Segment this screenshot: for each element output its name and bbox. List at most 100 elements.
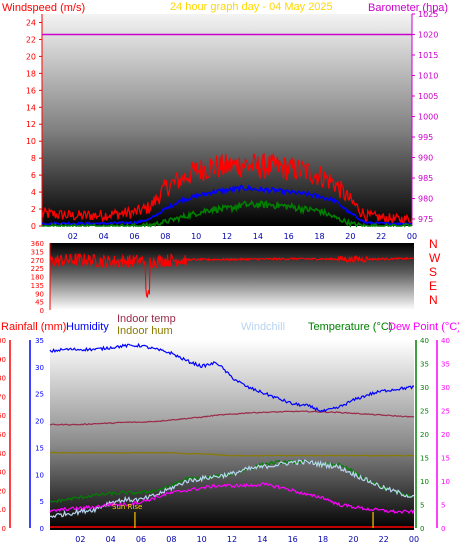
direction-letter-e: E xyxy=(429,279,437,293)
direction-letter-s: S xyxy=(429,265,437,279)
temp-x-tick-label: 10 xyxy=(197,535,207,544)
temp-x-tick-label: 02 xyxy=(75,535,85,544)
sunrise-label: Sun Rise xyxy=(112,503,142,511)
rainfall-label: Rainfall (mm) xyxy=(1,321,66,333)
wind-right-tick-label: 1010 xyxy=(418,72,438,81)
temp-x-tick-label: 18 xyxy=(318,535,328,544)
temperature-chart-layer: 0102030405060708090100051015202530350510… xyxy=(0,337,450,544)
barometer-label: Barometer (hpa) xyxy=(368,2,448,14)
wind-x-tick-label: 10 xyxy=(191,232,201,241)
dew-tick-label: 30 xyxy=(441,384,450,392)
wind-right-tick-label: 980 xyxy=(418,195,433,204)
wind_low-line xyxy=(41,199,413,228)
humidity-tick-label: 10 xyxy=(35,471,44,479)
temp-tick-label: 0 xyxy=(420,525,424,533)
temp-x-tick-label: 14 xyxy=(257,535,267,544)
humidity-line xyxy=(49,342,414,413)
indoor-temp-label: Indoor temp xyxy=(117,313,176,325)
direction-tick-label: 0 xyxy=(40,307,44,315)
temp-tick-label: 25 xyxy=(420,408,429,416)
temp-tick-label: 10 xyxy=(420,478,429,486)
wind-x-tick-label: 16 xyxy=(284,232,294,241)
direction-line xyxy=(49,252,415,299)
direction-tick-label: 315 xyxy=(31,248,44,256)
windspeed-label: Windspeed (m/s) xyxy=(2,2,85,14)
wind-left-tick-label: 24 xyxy=(26,18,36,27)
wind-x-tick-label: 08 xyxy=(160,232,170,241)
rain-tick-label: 100 xyxy=(0,337,6,345)
wind-right-tick-label: 1005 xyxy=(418,92,438,101)
wind-x-tick-label: 04 xyxy=(99,232,109,241)
direction-tick-label: 180 xyxy=(31,274,44,282)
dew-tick-label: 15 xyxy=(441,455,450,463)
wind-panel xyxy=(42,14,412,226)
gust-line xyxy=(41,152,413,225)
temp-tick-label: 30 xyxy=(420,384,429,392)
wind-left-tick-label: 18 xyxy=(26,69,36,78)
direction-tick-label: 90 xyxy=(35,290,44,298)
temp-tick-label: 35 xyxy=(420,361,429,369)
dew-tick-label: 10 xyxy=(441,478,450,486)
wind-left-tick-label: 12 xyxy=(26,120,36,129)
temp-tick-label: 40 xyxy=(420,337,429,345)
humidity-tick-label: 0 xyxy=(40,525,44,533)
temp-x-tick-label: 12 xyxy=(227,535,237,544)
windchill-line xyxy=(49,459,415,519)
rain-tick-label: 50 xyxy=(0,431,6,439)
temp-tick-label: 15 xyxy=(420,455,429,463)
wind-right-tick-label: 1015 xyxy=(418,51,438,60)
humidity-tick-label: 30 xyxy=(35,364,44,372)
wind-left-tick-label: 0 xyxy=(31,222,36,231)
dew-tick-label: 0 xyxy=(441,525,445,533)
date-label: 24 hour graph day - 04 May 2025 xyxy=(170,1,333,13)
humidity-tick-label: 15 xyxy=(35,444,44,452)
windchill-label: Windchill xyxy=(241,321,285,333)
dew-tick-label: 20 xyxy=(441,431,450,439)
temp-x-tick-label: 16 xyxy=(288,535,298,544)
direction-tick-label: 225 xyxy=(31,265,44,273)
wind-left-tick-label: 16 xyxy=(26,86,36,95)
wind-right-tick-label: 1025 xyxy=(418,10,438,19)
wind-left-tick-label: 4 xyxy=(31,188,36,197)
dewpoint-line xyxy=(49,482,415,515)
wind-left-tick-label: 14 xyxy=(26,103,36,112)
direction-letter-n: N xyxy=(429,293,438,307)
temp-x-tick-label: 22 xyxy=(379,535,389,544)
indoor_temp-line xyxy=(49,410,415,426)
wind-chart-layer: 0246810121416182022249759809859909951000… xyxy=(26,10,439,241)
direction-panel xyxy=(50,243,414,310)
wind-x-tick-label: 06 xyxy=(129,232,139,241)
dew-tick-label: 40 xyxy=(441,337,450,345)
wind-right-tick-label: 995 xyxy=(418,133,433,142)
direction-tick-label: 135 xyxy=(31,282,44,290)
wind-right-tick-label: 990 xyxy=(418,154,433,163)
direction-tick-label: 360 xyxy=(31,240,44,248)
rain-tick-label: 40 xyxy=(0,450,6,458)
rain-tick-label: 60 xyxy=(0,412,6,420)
humidity-tick-label: 35 xyxy=(35,337,44,345)
dewpoint-label: Dew Point (°C) xyxy=(388,321,459,333)
wind-x-tick-label: 20 xyxy=(345,232,355,241)
dew-tick-label: 5 xyxy=(441,502,445,510)
humidity-label: Humidity xyxy=(66,321,109,333)
indoor-hum-label: Indoor hum xyxy=(117,325,173,337)
avg_wind-line xyxy=(41,184,413,226)
rain-tick-label: 20 xyxy=(0,487,6,495)
temp-x-tick-label: 08 xyxy=(166,535,176,544)
temp-x-tick-label: 04 xyxy=(106,535,116,544)
rain-tick-label: 0 xyxy=(2,525,6,533)
wind-left-tick-label: 2 xyxy=(31,205,36,214)
rain-tick-label: 10 xyxy=(0,506,6,514)
wind-left-tick-label: 6 xyxy=(31,171,36,180)
humidity-tick-label: 5 xyxy=(40,498,44,506)
temp-tick-label: 20 xyxy=(420,431,429,439)
dew-tick-label: 35 xyxy=(441,361,450,369)
wind-x-tick-label: 18 xyxy=(314,232,324,241)
wind-x-tick-label: 02 xyxy=(68,232,78,241)
rain-tick-label: 80 xyxy=(0,375,6,383)
direction-letter-n: N xyxy=(429,237,438,251)
rain-tick-label: 30 xyxy=(0,469,6,477)
